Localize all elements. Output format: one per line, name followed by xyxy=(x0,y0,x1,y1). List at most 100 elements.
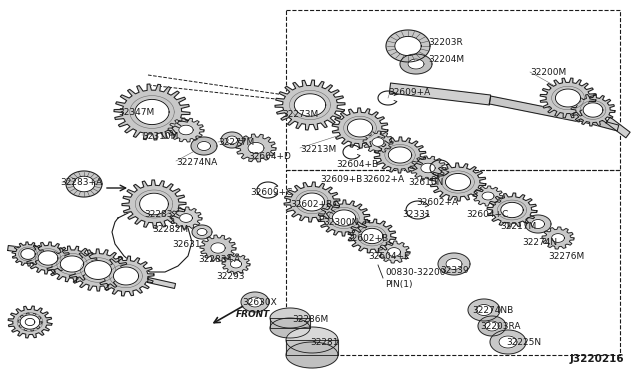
Polygon shape xyxy=(26,242,70,274)
Polygon shape xyxy=(284,182,340,222)
Text: 32286M: 32286M xyxy=(292,315,328,324)
Polygon shape xyxy=(361,228,383,244)
Polygon shape xyxy=(38,251,58,265)
Text: 32602+B: 32602+B xyxy=(346,234,388,243)
Text: 32602+A: 32602+A xyxy=(416,198,458,207)
Polygon shape xyxy=(248,142,264,154)
Text: 32604+B: 32604+B xyxy=(336,160,378,169)
Polygon shape xyxy=(348,219,396,253)
Polygon shape xyxy=(18,313,42,331)
Polygon shape xyxy=(489,96,580,122)
Text: 32604+C: 32604+C xyxy=(466,210,508,219)
Text: 32274N: 32274N xyxy=(522,238,557,247)
Text: 00830-32200: 00830-32200 xyxy=(385,268,445,277)
Polygon shape xyxy=(200,235,236,261)
Polygon shape xyxy=(476,305,492,315)
Polygon shape xyxy=(388,147,412,163)
Polygon shape xyxy=(485,321,499,331)
Text: 32274NA: 32274NA xyxy=(176,158,217,167)
Polygon shape xyxy=(525,215,551,233)
Polygon shape xyxy=(410,156,446,180)
Polygon shape xyxy=(147,278,175,288)
Polygon shape xyxy=(478,316,506,336)
Polygon shape xyxy=(294,94,326,116)
Polygon shape xyxy=(248,297,262,307)
Text: 32310M: 32310M xyxy=(142,132,179,141)
Polygon shape xyxy=(552,234,564,243)
Polygon shape xyxy=(579,115,619,131)
Polygon shape xyxy=(66,171,102,197)
Text: 32282M: 32282M xyxy=(152,225,188,234)
Polygon shape xyxy=(179,125,193,135)
Text: 32339: 32339 xyxy=(440,266,468,275)
Polygon shape xyxy=(468,299,500,321)
Polygon shape xyxy=(227,136,237,144)
Polygon shape xyxy=(388,248,401,256)
Text: 32604+E: 32604+E xyxy=(368,252,410,261)
Text: FRONT: FRONT xyxy=(236,310,270,319)
Polygon shape xyxy=(211,243,225,253)
Polygon shape xyxy=(286,327,338,353)
Polygon shape xyxy=(438,253,470,275)
Polygon shape xyxy=(400,54,432,74)
Polygon shape xyxy=(73,176,95,192)
Polygon shape xyxy=(8,306,52,338)
Text: 32604+D: 32604+D xyxy=(248,152,291,161)
Polygon shape xyxy=(332,108,388,148)
Polygon shape xyxy=(241,292,269,312)
Text: 32273M: 32273M xyxy=(282,110,318,119)
Text: 32213M: 32213M xyxy=(300,145,336,154)
Polygon shape xyxy=(386,30,430,62)
Text: 32630X: 32630X xyxy=(242,298,276,307)
Polygon shape xyxy=(275,80,345,130)
Text: 32609+C: 32609+C xyxy=(250,188,292,197)
Text: PIN(1): PIN(1) xyxy=(385,280,413,289)
Text: 32283+A: 32283+A xyxy=(198,255,240,264)
Text: 32225N: 32225N xyxy=(506,338,541,347)
Text: 32200M: 32200M xyxy=(530,68,566,77)
Polygon shape xyxy=(500,202,524,218)
Text: 32293: 32293 xyxy=(216,272,244,281)
Polygon shape xyxy=(531,219,545,228)
Polygon shape xyxy=(318,200,370,236)
Polygon shape xyxy=(8,246,60,257)
Polygon shape xyxy=(482,192,494,200)
Text: 32274NB: 32274NB xyxy=(472,306,513,315)
Polygon shape xyxy=(286,340,338,355)
Polygon shape xyxy=(222,254,250,274)
Polygon shape xyxy=(389,83,491,105)
Polygon shape xyxy=(583,103,603,117)
Text: 32602+B: 32602+B xyxy=(290,200,332,209)
Polygon shape xyxy=(430,163,486,201)
Text: 32203RA: 32203RA xyxy=(480,322,520,331)
Polygon shape xyxy=(192,225,212,239)
Polygon shape xyxy=(25,318,35,326)
Polygon shape xyxy=(421,163,435,173)
Polygon shape xyxy=(270,308,310,328)
Text: 32610N: 32610N xyxy=(408,178,444,187)
Polygon shape xyxy=(606,117,630,138)
Polygon shape xyxy=(168,118,204,142)
Polygon shape xyxy=(236,134,276,162)
Polygon shape xyxy=(84,260,111,279)
Polygon shape xyxy=(12,242,44,266)
Polygon shape xyxy=(473,186,503,206)
Bar xyxy=(286,10,620,170)
Polygon shape xyxy=(20,315,40,329)
Text: 32281: 32281 xyxy=(310,338,339,347)
Polygon shape xyxy=(542,227,574,249)
Polygon shape xyxy=(300,193,324,211)
Polygon shape xyxy=(98,256,154,296)
Polygon shape xyxy=(221,132,243,148)
Text: 32602+A: 32602+A xyxy=(362,175,404,184)
Polygon shape xyxy=(556,89,580,107)
Polygon shape xyxy=(230,260,242,268)
Polygon shape xyxy=(286,342,338,368)
Polygon shape xyxy=(363,131,393,153)
Polygon shape xyxy=(198,141,211,151)
Polygon shape xyxy=(270,318,310,338)
Polygon shape xyxy=(270,318,310,328)
Polygon shape xyxy=(21,248,35,259)
Polygon shape xyxy=(348,119,372,137)
Polygon shape xyxy=(46,246,98,282)
